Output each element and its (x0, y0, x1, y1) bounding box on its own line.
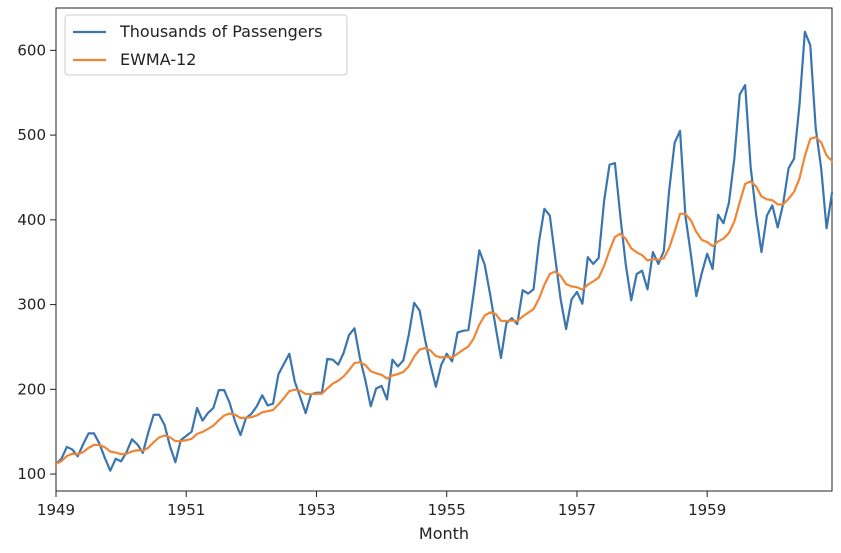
y-tick-label: 300 (17, 296, 46, 314)
x-tick-label: 1953 (297, 501, 335, 519)
y-axis: 100 200 300 400 500 600 (17, 41, 56, 483)
x-tick-label: 1951 (167, 501, 205, 519)
series-line-ewma-12 (54, 136, 834, 465)
y-tick-label: 500 (17, 126, 46, 144)
x-tick-label: 1959 (688, 501, 726, 519)
y-tick-label: 600 (17, 41, 46, 59)
x-axis: 1949 1951 1953 1955 1957 1959 (37, 491, 726, 519)
legend: Thousands of Passengers EWMA-12 (64, 14, 348, 76)
y-tick-label: 400 (17, 211, 46, 229)
plot-area (55, 7, 833, 492)
series-layer (54, 30, 834, 472)
y-tick-label: 100 (17, 465, 46, 483)
series-line-thousands-of-passengers (54, 30, 834, 472)
legend-entry-label: EWMA-12 (120, 50, 196, 69)
x-axis-title: Month (419, 524, 469, 543)
legend-entry-label: Thousands of Passengers (119, 22, 323, 41)
x-tick-label: 1957 (558, 501, 596, 519)
plot-frame (55, 7, 833, 492)
x-tick-label: 1955 (428, 501, 466, 519)
y-tick-label: 200 (17, 380, 46, 398)
legend-box (64, 14, 348, 76)
x-tick-label: 1949 (37, 501, 75, 519)
